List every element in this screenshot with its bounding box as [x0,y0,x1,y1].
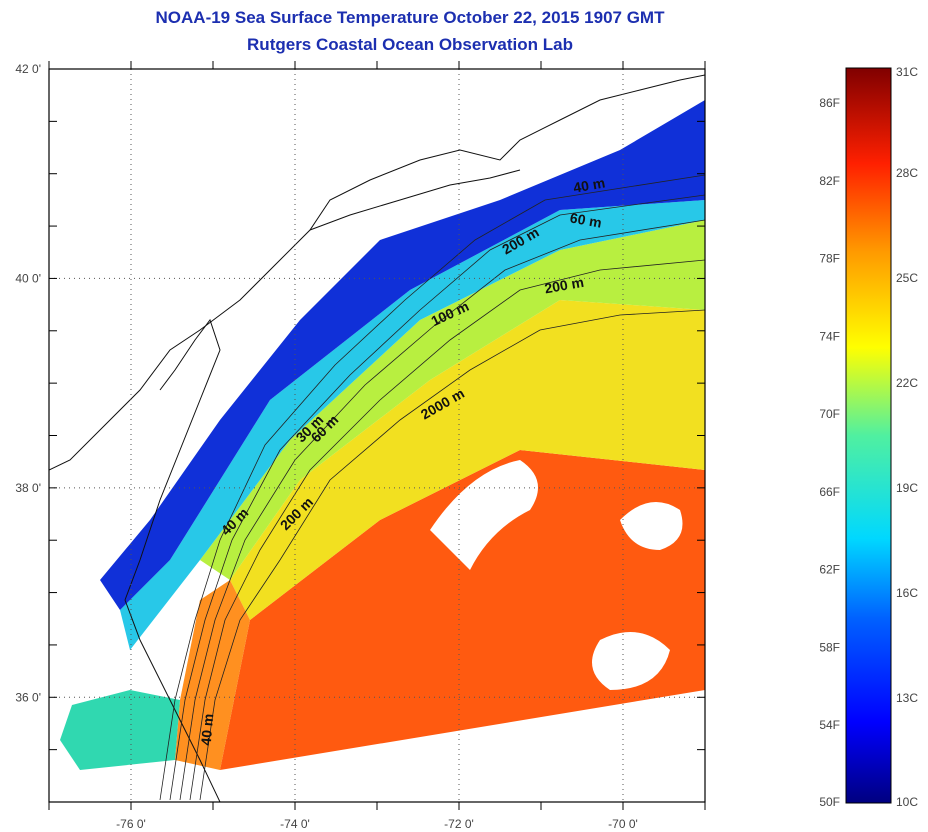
sst-pamlico-sound [60,690,180,770]
grid-lines [49,69,705,802]
chart-subtitle: Rutgers Coastal Ocean Observation Lab [247,35,573,54]
colorbar-celsius-label: 25C [896,271,918,285]
cloud-patch-2 [592,632,670,690]
x-tick-label: -72 0' [444,817,474,831]
x-tick-label: -70 0' [608,817,638,831]
sst-swath-yellowgreen [200,220,705,580]
cloud-patch-3 [620,502,683,550]
colorbar-fahrenheit-label: 62F [819,563,840,577]
colorbar-celsius-label: 19C [896,481,918,495]
colorbar-celsius-label: 16C [896,586,918,600]
isobath-100m [179,219,705,801]
x-tick-label: -76 0' [116,817,146,831]
colorbar-fahrenheit-label: 58F [819,640,840,654]
coastline [49,74,705,471]
colorbar-celsius-label: 22C [896,376,918,390]
colorbar-labels: 10C 13C 16C 19C 22C 25C 28C 31C 50F 54F 58F 62F 66F 7… [819,65,918,809]
sst-southern-warm [175,580,250,770]
contour-label: 200 m [543,274,585,297]
contour-label: 40 m [198,713,217,746]
cloud-patch-1 [430,460,538,570]
colorbar-celsius-label: 10C [896,795,918,809]
sst-swath-cyan [120,200,705,650]
sst-swath-mid [230,300,705,620]
contour-label: 60 m [569,209,603,230]
colorbar-fahrenheit-label: 70F [819,407,840,421]
isobath-60m [169,194,705,801]
y-tick-label: 42 0' [15,62,41,76]
colorbar-fahrenheit-label: 50F [819,795,840,809]
y-tick-label: 38 0' [15,481,41,495]
map-panel [49,69,705,802]
y-tick-label: 36 0' [15,690,41,704]
colorbar-fahrenheit-label: 74F [819,329,840,343]
colorbar-celsius-label: 13C [896,691,918,705]
x-tick-label: -74 0' [280,817,310,831]
colorbar-fahrenheit-label: 78F [819,252,840,266]
sst-swath-warm [220,450,705,770]
chart-title: NOAA-19 Sea Surface Temperature October … [155,8,665,27]
coastline-southeast [124,599,221,802]
isobath-2000m [199,309,705,801]
colorbar-fahrenheit-label: 86F [819,96,840,110]
colorbar-fahrenheit-label: 54F [819,718,840,732]
sst-coastal-cold [100,100,705,610]
colorbar-celsius-label: 28C [896,166,918,180]
isobath-40m [159,174,705,801]
colorbar-fahrenheit-label: 82F [819,174,840,188]
colorbar [845,67,892,804]
coastline-delmarva [124,318,221,601]
coastline-longisland [309,169,521,231]
axes: -76 0' -74 0' -72 0' -70 0' 36 0' 38 0' 40 0' 4… [15,61,706,831]
colorbar-fahrenheit-label: 66F [819,485,840,499]
contour-label: 40 m [572,174,606,195]
y-tick-label: 40 0' [15,271,41,285]
isobath-200m [189,259,705,801]
colorbar-celsius-label: 31C [896,65,918,79]
